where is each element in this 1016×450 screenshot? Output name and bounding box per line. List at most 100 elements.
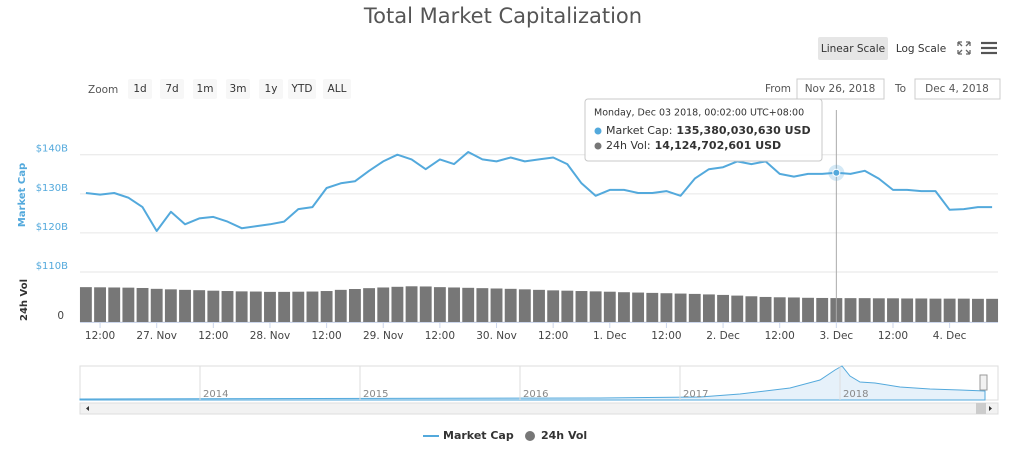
navigator-label: 2015: [363, 389, 388, 400]
volume-bar: [150, 288, 163, 322]
tooltip-marker: [594, 127, 602, 135]
x-tick-label: 27. Nov: [136, 330, 177, 342]
volume-bar: [306, 291, 319, 322]
zoom-button-label[interactable]: 3m: [230, 83, 247, 95]
legend[interactable]: [423, 431, 535, 441]
volume-bar: [759, 296, 772, 322]
y-axis-title: Market Cap: [17, 163, 28, 227]
tooltip-label: 24h Vol: 14,124,702,601 USD: [606, 139, 781, 152]
volume-bar: [490, 288, 503, 322]
x-tick-label: 3. Dec: [820, 330, 854, 342]
volume-bar: [702, 294, 715, 322]
x-tick-label: 30. Nov: [476, 330, 517, 342]
y-tick-label: $140B: [36, 144, 68, 155]
navigator[interactable]: [79, 365, 999, 415]
volume-bar: [405, 286, 418, 322]
y-tick-label: $110B: [36, 261, 68, 272]
volume-bar: [547, 290, 560, 322]
volume-bar: [94, 287, 106, 322]
menu-icon[interactable]: [981, 41, 997, 55]
x-tick-label: 12:00: [538, 330, 568, 342]
zoom-label: Zoom: [88, 84, 118, 96]
tooltip-marker: [594, 142, 602, 150]
fullscreen-icon[interactable]: [957, 41, 971, 55]
legend-label[interactable]: Market Cap: [443, 429, 514, 442]
volume-bar: [674, 293, 687, 322]
x-tick-label: 12:00: [311, 330, 341, 342]
volume-bar: [377, 287, 390, 322]
x-tick-label: 12:00: [425, 330, 455, 342]
volume-bar: [773, 297, 786, 322]
volume-bar: [957, 298, 970, 322]
navigator-label: 2014: [203, 389, 228, 400]
volume-bar: [943, 298, 956, 322]
zoom-button-label[interactable]: ALL: [328, 83, 347, 95]
zoom-button[interactable]: [160, 79, 184, 99]
x-tick-label: 28. Nov: [250, 330, 291, 342]
zoom-button[interactable]: [193, 79, 217, 99]
volume-bar: [575, 291, 588, 322]
volume-bar: [363, 288, 376, 322]
volume-bar: [872, 298, 885, 322]
volume-bar: [433, 287, 446, 322]
volume-bar: [462, 287, 475, 322]
volume-bar: [79, 287, 92, 322]
zoom-button[interactable]: [128, 79, 152, 99]
zoom-button-label[interactable]: 1y: [265, 83, 278, 95]
to-input[interactable]: [914, 78, 1001, 100]
y-tick-label: $120B: [36, 222, 68, 233]
zoom-button-label[interactable]: YTD: [291, 83, 313, 95]
volume-bar: [688, 293, 701, 322]
x-tick-label: 12:00: [651, 330, 681, 342]
volume-bar: [731, 295, 744, 322]
volume-bar: [561, 290, 574, 322]
x-tick-label: 4. Dec: [933, 330, 967, 342]
volume-bar: [646, 292, 659, 322]
hover-point: [832, 168, 841, 177]
from-label: From: [765, 83, 791, 95]
volume-bar: [660, 293, 673, 322]
log-scale-label[interactable]: Log Scale: [896, 43, 946, 55]
volume-bar: [901, 298, 914, 322]
volume-bar: [972, 298, 984, 322]
zoom-button-label[interactable]: 1d: [133, 83, 146, 95]
volume-bar: [476, 288, 489, 322]
x-tick-label: 12:00: [85, 330, 115, 342]
to-value: Dec 4, 2018: [925, 83, 989, 95]
x-tick-label: 2. Dec: [706, 330, 740, 342]
volume-bar: [603, 291, 616, 322]
zoom-button[interactable]: [323, 79, 351, 99]
tooltip-item-value: 135,380,030,630 USD: [676, 124, 810, 137]
from-input[interactable]: [796, 78, 885, 100]
volume-bar: [986, 298, 999, 322]
x-tick-label: 12:00: [198, 330, 228, 342]
x-tick-label: 1. Dec: [593, 330, 627, 342]
zoom-button-label[interactable]: 7d: [165, 83, 178, 95]
volume-bar: [717, 294, 730, 322]
volume-bar: [887, 298, 899, 322]
zoom-button-label[interactable]: 1m: [197, 83, 214, 95]
volume-bar: [136, 287, 149, 322]
zoom-button[interactable]: [288, 79, 316, 99]
volume-bar: [858, 298, 871, 322]
volume-bar: [802, 297, 814, 322]
volume-bar: [179, 289, 191, 322]
x-tick-label: 29. Nov: [363, 330, 404, 342]
legend-label[interactable]: 24h Vol: [541, 429, 587, 442]
linear-scale-button[interactable]: [818, 37, 888, 60]
tooltip-date: Monday, Dec 03 2018, 00:02:00 UTC+08:00: [594, 108, 804, 119]
volume-bar: [249, 291, 262, 322]
volume-bar: [334, 289, 347, 322]
volume-bar: [122, 287, 135, 322]
volume-bar: [632, 292, 645, 322]
zoom-button[interactable]: [226, 79, 250, 99]
from-value: Nov 26, 2018: [805, 83, 876, 95]
zoom-button[interactable]: [259, 79, 283, 99]
volume-bar: [929, 298, 942, 322]
tooltip-label: Market Cap: 135,380,030,630 USD: [606, 124, 811, 137]
volume-bar: [320, 291, 333, 322]
tooltip-item-label: 24h Vol:: [606, 139, 651, 152]
navigator-label: 2016: [523, 389, 548, 400]
volume-bar: [419, 286, 432, 322]
